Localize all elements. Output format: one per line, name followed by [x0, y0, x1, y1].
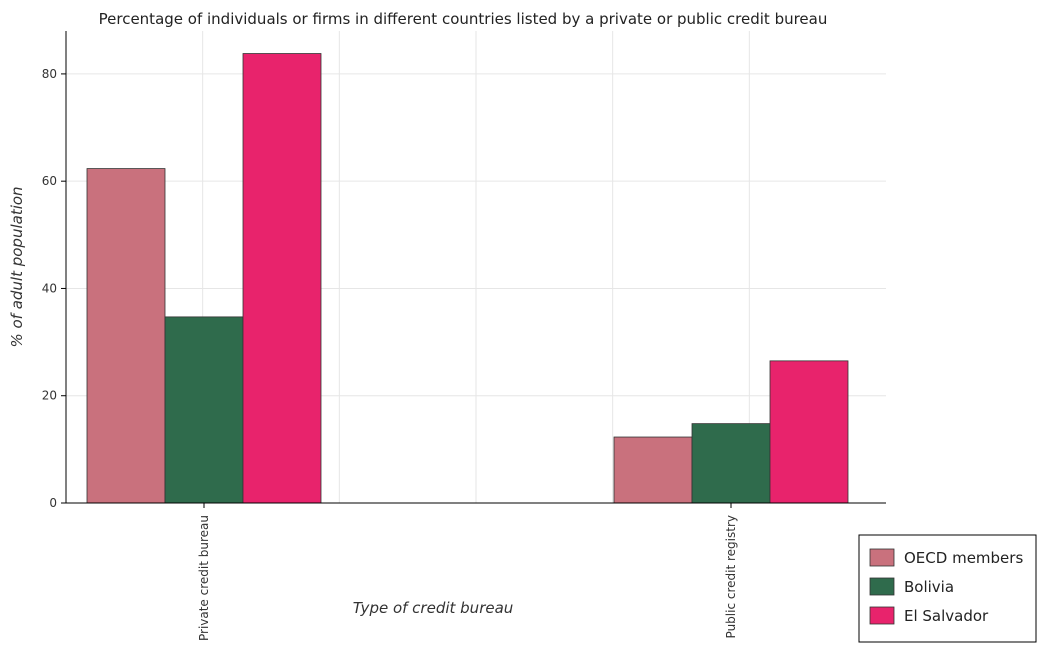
plot-area: 0 20 40 60 80 Private credit bureau Public cr… [42, 31, 886, 641]
bars [86, 53, 849, 504]
y-tick-label: 40 [42, 281, 57, 295]
x-tick-label: Public credit registry [724, 515, 738, 638]
legend-label: El Salvador [904, 607, 989, 625]
bar-oecd-members-0 [86, 168, 166, 504]
legend-swatch [869, 548, 895, 567]
bar-bolivia-0 [164, 316, 244, 504]
y-axis-label: % of adult population [8, 186, 26, 347]
chart-title: Percentage of individuals or firms in di… [99, 10, 828, 28]
bar-el-salvador-0 [242, 53, 322, 504]
legend-swatch [869, 606, 895, 625]
legend: OECD members Bolivia El Salvador [858, 534, 1037, 643]
legend-swatch [869, 577, 895, 596]
bar-bolivia-1 [691, 423, 771, 504]
y-tick-label: 60 [42, 174, 57, 188]
y-tick-label: 20 [42, 389, 57, 403]
x-tick-label: Private credit bureau [197, 515, 211, 641]
legend-label: OECD members [904, 549, 1023, 567]
x-ticks: Private credit bureau Public credit regis… [197, 503, 738, 641]
y-tick-label: 0 [49, 496, 57, 510]
x-axis-label: Type of credit bureau [353, 599, 514, 617]
bar-oecd-members-1 [613, 436, 693, 504]
y-tick-label: 80 [42, 67, 57, 81]
bar-el-salvador-1 [769, 360, 849, 504]
legend-label: Bolivia [904, 578, 954, 596]
y-ticks: 0 20 40 60 80 [42, 67, 66, 510]
